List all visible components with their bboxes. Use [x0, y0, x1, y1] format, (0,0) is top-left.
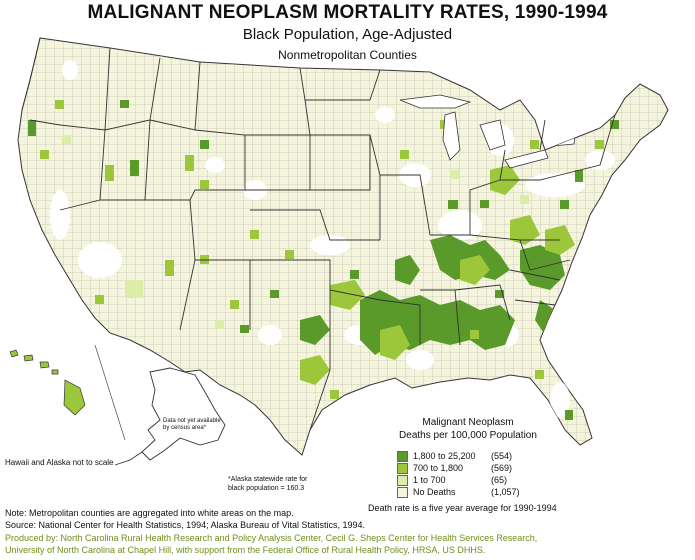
legend-title-line1: Malignant Neoplasm	[422, 417, 514, 428]
alaska-rate-note: *Alaska statewide rate for black populat…	[228, 475, 307, 493]
legend-label-mid: 700 to 1,800	[413, 463, 464, 473]
legend-swatch-none	[397, 487, 408, 498]
legend-count-high: (554)	[491, 451, 513, 461]
death-rate-note: Death rate is a five year average for 19…	[368, 503, 557, 513]
map-subtitle: Black Population, Age-Adjusted	[242, 26, 453, 43]
legend-label-high: 1,800 to 25,200	[413, 451, 476, 461]
legend-swatch-high	[397, 451, 408, 462]
counties-mid-rate	[40, 100, 604, 399]
hawaii	[9, 349, 86, 416]
contiguous-us	[17, 37, 669, 456]
legend-item-low: 1 to 700 (65)	[397, 475, 541, 486]
footer-produced-line1: Produced by: North Carolina Rural Health…	[5, 533, 538, 543]
map-title: MALIGNANT NEOPLASM MORTALITY RATES, 1990…	[87, 2, 608, 23]
legend-title-line2: Deaths per 100,000 Population	[399, 430, 537, 441]
legend-item-high: 1,800 to 25,200 (554)	[397, 451, 541, 462]
legend-swatch-low	[397, 475, 408, 486]
footer-source: Source: National Center for Health Stati…	[5, 520, 366, 530]
alaska-data-note: Data not yet available by census area*	[163, 418, 221, 431]
map-subtitle-2: Nonmetropolitan Counties	[278, 48, 417, 62]
inset-divider	[94, 344, 126, 441]
legend-count-mid: (569)	[491, 463, 513, 473]
legend-count-low: (65)	[491, 475, 508, 485]
state-borders	[21, 37, 616, 431]
legend-count-none: (1,057)	[491, 487, 520, 497]
hawaii-alaska-scale-note: Hawaii and Alaska not to scale	[5, 458, 114, 467]
alaska	[114, 367, 226, 466]
legend-label-none: No Deaths	[413, 487, 456, 497]
footer-note: Note: Metropolitan counties are aggregat…	[5, 508, 294, 518]
legend-title: Malignant Neoplasm Deaths per 100,000 Po…	[398, 416, 538, 442]
alaska-rate-note-line1: *Alaska statewide rate for	[228, 476, 308, 483]
alaska-rate-note-line2: black population = 160.3	[228, 485, 305, 492]
footer-produced-line2: University of North Carolina at Chapel H…	[5, 545, 486, 555]
legend-swatch-mid	[397, 463, 408, 474]
counties-low-rate	[62, 135, 529, 329]
legend-item-mid: 700 to 1,800 (569)	[397, 463, 541, 474]
legend-label-low: 1 to 700	[413, 475, 446, 485]
legend-item-none: No Deaths (1,057)	[397, 487, 541, 498]
